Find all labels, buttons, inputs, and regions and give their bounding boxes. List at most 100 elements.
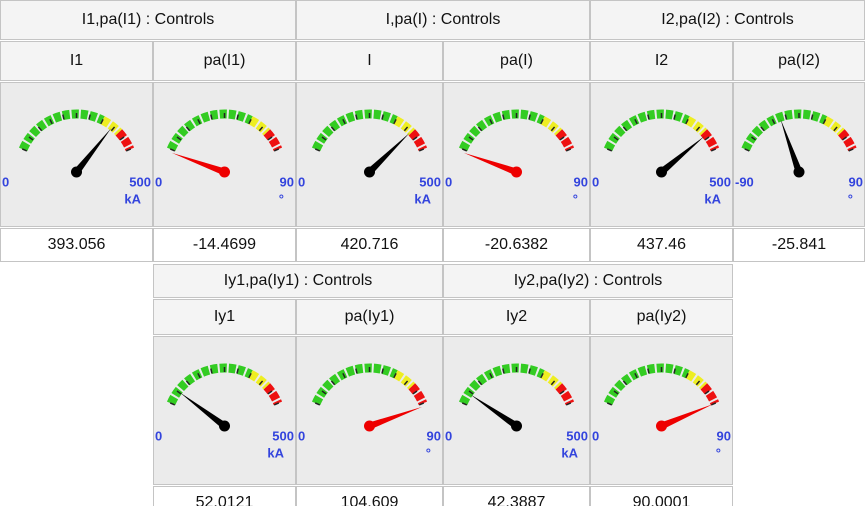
gauge-tick [412, 136, 418, 141]
gauge-header [153, 41, 296, 81]
gauge-tick [185, 126, 191, 132]
gauge-tick [28, 136, 34, 141]
needle-pivot [793, 166, 805, 178]
gauge-arc [18, 109, 105, 152]
group-title: Iy2,pa(Iy2) : Controls [514, 272, 663, 289]
gauge-unit: ° [573, 191, 578, 206]
gauge-tick [412, 390, 418, 395]
gauge-header [590, 299, 733, 335]
gauge-label: pa(Iy2) [637, 308, 687, 325]
gauge-header [0, 41, 153, 81]
gauge-tick [540, 372, 544, 379]
gauge-tick [258, 126, 264, 132]
gauge-tick [267, 390, 273, 395]
value-cell [443, 486, 590, 506]
gauge-tick [468, 136, 474, 141]
gauge-face [0, 82, 153, 227]
value-cell [296, 228, 443, 262]
gauge-tick [210, 114, 213, 120]
gauge-face [153, 336, 296, 485]
gauge-tick [685, 118, 689, 125]
group-header [153, 264, 443, 298]
gauge-arc [741, 109, 828, 152]
gauge-tick [550, 126, 556, 132]
gauge-tick [695, 380, 701, 386]
gauge-label: pa(I1) [204, 52, 246, 69]
group-title: I1,pa(I1) : Controls [82, 11, 215, 28]
gauge-tick [822, 118, 827, 125]
gauge-face [443, 82, 590, 227]
gauge-min: 0 [298, 174, 305, 189]
gauge-tick [673, 114, 676, 120]
gauge-tick [784, 114, 788, 120]
gauge-label: I2 [655, 52, 668, 69]
gauge-tick [119, 136, 125, 141]
gauge-tick [613, 390, 619, 395]
gauge-tick [403, 126, 409, 132]
gauge-tick [477, 126, 483, 132]
gauge-tick [176, 136, 182, 141]
gauge-tick [540, 118, 544, 125]
gauge-tick [685, 372, 689, 379]
needle-pivot [511, 420, 522, 432]
gauge-tick [810, 114, 814, 120]
gauge-min: 0 [155, 174, 162, 189]
gauge-max: 90 [280, 174, 294, 189]
gauge-tick [634, 118, 638, 125]
gauge-tick [176, 390, 182, 395]
gauge-tick [606, 148, 613, 152]
gauge-tick [710, 148, 717, 152]
gauge-header [296, 299, 443, 335]
gauge-tick [565, 402, 572, 406]
gauge-tick [273, 148, 280, 152]
gauge-tick [210, 368, 213, 374]
gauge-min: 0 [298, 428, 305, 443]
gauge-needle [367, 132, 410, 175]
group-title: Iy1,pa(Iy1) : Controls [224, 272, 373, 289]
gauge-value: -14.4699 [193, 236, 256, 253]
gauge-tick [381, 114, 384, 120]
gauge-face [590, 82, 733, 227]
gauge-tick [461, 148, 468, 152]
gauge-unit: ° [279, 191, 284, 206]
gauge-value: 393.056 [48, 236, 106, 253]
gauge-needle [660, 404, 714, 430]
gauge-value: -20.6382 [485, 236, 548, 253]
gauge-tick [622, 380, 628, 386]
gauge-min: 0 [592, 174, 599, 189]
gauge-header [443, 299, 590, 335]
gauge-tick [393, 372, 397, 379]
gauge-tick [622, 126, 628, 132]
gauge-tick [833, 126, 838, 132]
gauge-max: 90 [717, 428, 731, 443]
gauge-tick [418, 148, 425, 152]
gauge-tick [559, 136, 565, 141]
gauge-tick [502, 114, 505, 120]
gauge-tick [695, 126, 701, 132]
gauge-arc [166, 363, 253, 406]
gauge-tick [477, 380, 483, 386]
gauge-tick [489, 118, 493, 125]
gauge-label: pa(I) [500, 52, 533, 69]
needle-pivot [656, 420, 667, 432]
gauge-needle [463, 152, 518, 176]
gauge-tick [461, 402, 468, 406]
gauge-max: 500 [709, 174, 731, 189]
gauge-needle [179, 392, 227, 429]
gauge-tick [258, 380, 264, 386]
gauge-label: Iy1 [214, 308, 235, 325]
gauge-face [590, 336, 733, 485]
gauge-label: I [367, 52, 371, 69]
gauge-label: Iy2 [506, 308, 527, 325]
gauge-face [296, 336, 443, 485]
group-header [443, 264, 733, 298]
gauge-tick [848, 148, 854, 152]
gauge-tick [606, 402, 613, 406]
gauge-tick [273, 402, 280, 406]
gauge-value: 52.0121 [196, 494, 254, 506]
gauge-tick [647, 114, 650, 120]
gauge-tick [321, 136, 327, 141]
gauge-tick [110, 126, 116, 132]
gauge-arc [603, 363, 690, 406]
value-cell [296, 486, 443, 506]
